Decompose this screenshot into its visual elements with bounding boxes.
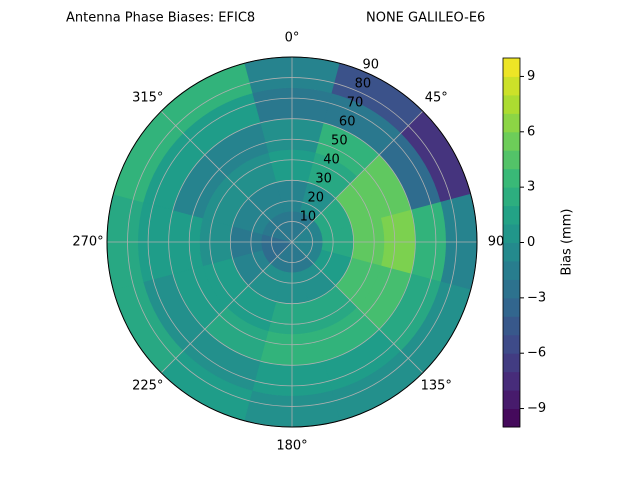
grid-spoke (291, 110, 424, 243)
theta-tick-label: 315° (132, 90, 163, 105)
colorbar-band (503, 131, 520, 151)
colorbar-band (503, 94, 520, 114)
colorbar-tick-label: 0 (527, 235, 535, 250)
theta-tick-label: 90 (488, 235, 505, 250)
colorbar-band (503, 150, 520, 170)
colorbar-band (503, 187, 520, 207)
colorbar-band (503, 76, 520, 96)
colorbar-band (503, 408, 520, 428)
colorbar-band (503, 224, 520, 243)
r-tick-label: 50 (331, 134, 348, 149)
colorbar-band (503, 334, 520, 354)
theta-tick-label: 0° (285, 31, 300, 46)
colorbar-band (503, 390, 520, 410)
colorbar-band (503, 279, 520, 299)
theta-tick-label: 135° (421, 379, 452, 394)
grid-spoke (160, 241, 293, 374)
r-tick-label: 10 (300, 210, 317, 225)
colorbar-band (503, 242, 520, 262)
r-tick-label: 90 (363, 58, 380, 73)
theta-tick-label: 45° (425, 90, 448, 105)
colorbar-band (503, 113, 520, 133)
colorbar-tick-label: −3 (527, 290, 546, 305)
colorbar-tick-label: 9 (527, 69, 535, 84)
colorbar-tick-label: 3 (527, 180, 535, 195)
theta-tick-label: 270° (72, 235, 103, 250)
grid-spoke (160, 110, 293, 243)
chart-title: Antenna Phase Biases: EFIC8 (66, 11, 255, 26)
r-tick-label: 60 (339, 115, 356, 130)
r-tick-label: 30 (315, 172, 332, 187)
r-tick-label: 70 (347, 96, 364, 111)
colorbar-label: Bias (mm) (560, 209, 575, 276)
chart-subtitle: NONE GALILEO-E6 (366, 11, 485, 26)
colorbar-band (503, 316, 520, 336)
r-tick-label: 80 (355, 77, 372, 92)
colorbar-tick-label: −6 (527, 346, 546, 361)
colorbar-band (503, 260, 520, 280)
colorbar-tick-label: −9 (527, 401, 546, 416)
colorbar-band (503, 205, 520, 225)
theta-tick-label: 225° (132, 379, 163, 394)
r-tick-label: 40 (323, 153, 340, 168)
grid-spoke (291, 241, 424, 374)
colorbar-tick-label: 6 (527, 124, 535, 139)
colorbar-band (503, 371, 520, 391)
r-tick-label: 20 (307, 191, 324, 206)
colorbar-band (503, 353, 520, 373)
theta-tick-label: 180° (276, 439, 307, 454)
colorbar-band (503, 297, 520, 317)
colorbar-band (503, 168, 520, 188)
polar-frame (106, 56, 478, 428)
colorbar-band (503, 58, 520, 77)
